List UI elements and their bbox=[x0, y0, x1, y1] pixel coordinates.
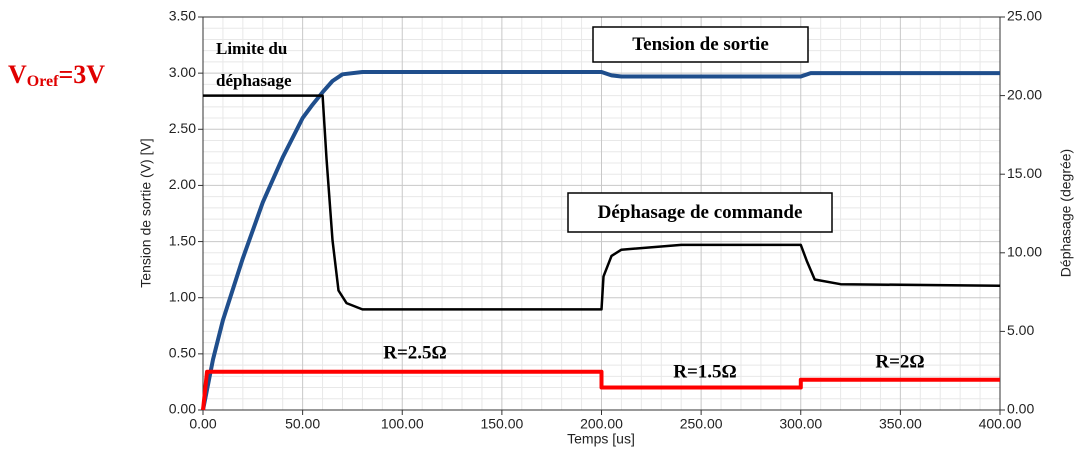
annotation: R=2.5Ω bbox=[383, 342, 447, 363]
y2-tick-label: 25.00 bbox=[1007, 8, 1042, 24]
x-axis-label: Temps [us] bbox=[567, 431, 635, 447]
vref-main: V bbox=[8, 60, 27, 89]
x-tick-label: 300.00 bbox=[779, 416, 822, 432]
annotation: Tension de sortie bbox=[632, 34, 769, 55]
annotation: Déphasage de commande bbox=[598, 202, 803, 223]
annotation: R=1.5Ω bbox=[673, 361, 737, 382]
vref-sub: Oref bbox=[27, 73, 59, 90]
x-tick-label: 50.00 bbox=[285, 416, 320, 432]
vref-label: VOref=3V bbox=[8, 60, 105, 90]
x-tick-label: 200.00 bbox=[580, 416, 623, 432]
x-tick-label: 400.00 bbox=[979, 416, 1022, 432]
x-tick-label: 250.00 bbox=[680, 416, 723, 432]
vref-rest: =3V bbox=[58, 60, 105, 89]
y2-axis-label: Déphasage (degrée) bbox=[1058, 149, 1074, 277]
y-tick-label: 3.00 bbox=[169, 64, 196, 80]
y-tick-label: 1.00 bbox=[169, 288, 196, 304]
y-tick-label: 1.50 bbox=[169, 232, 196, 248]
y2-tick-label: 0.00 bbox=[1007, 401, 1034, 417]
limit-label: déphasage bbox=[216, 71, 292, 90]
y-tick-label: 2.50 bbox=[169, 120, 196, 136]
series-line bbox=[201, 70, 1000, 411]
y-tick-label: 0.50 bbox=[169, 345, 196, 361]
x-tick-label: 350.00 bbox=[879, 416, 922, 432]
y2-tick-label: 10.00 bbox=[1007, 244, 1042, 260]
annotation-box bbox=[592, 26, 809, 63]
y-tick-label: 2.00 bbox=[169, 176, 196, 192]
y2-tick-label: 15.00 bbox=[1007, 165, 1042, 181]
series-line bbox=[203, 94, 1001, 311]
y2-tick-label: 5.00 bbox=[1007, 322, 1034, 338]
x-tick-label: 100.00 bbox=[381, 416, 424, 432]
y2-tick-label: 20.00 bbox=[1007, 86, 1042, 102]
y-axis-label: Tension de sortie (V) [V] bbox=[138, 138, 154, 287]
y-tick-label: 0.00 bbox=[169, 401, 196, 417]
limit-label: Limite du bbox=[216, 39, 287, 58]
plot-frame bbox=[202, 16, 1001, 411]
x-tick-label: 0.00 bbox=[189, 416, 216, 432]
y-tick-label: 3.50 bbox=[169, 8, 196, 24]
series-line bbox=[201, 369, 1000, 411]
x-tick-label: 150.00 bbox=[480, 416, 523, 432]
annotation: R=2Ω bbox=[875, 351, 924, 372]
annotation-box bbox=[567, 192, 833, 233]
